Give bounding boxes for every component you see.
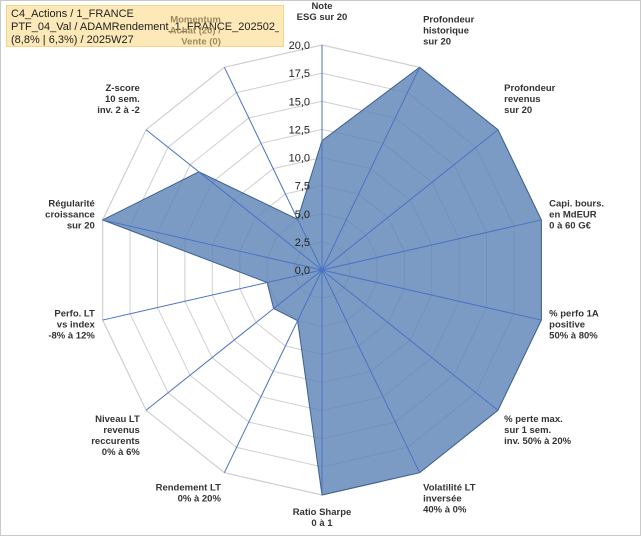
axis-label: Perfo. LT vs index -8% à 12% — [48, 308, 95, 341]
axis-label: Z-score 10 sem. inv. 2 à -2 — [97, 83, 140, 116]
axis-label-line: % perte max. — [504, 414, 563, 425]
axis-label-line: Profondeur — [504, 83, 555, 94]
axis-label: Momentum Achat (20) / Vente (0) — [170, 14, 222, 47]
radar-spokes — [102, 45, 542, 495]
axis-label-line: Capi. bours. — [549, 199, 604, 210]
radar-spoke — [321, 269, 421, 473]
axis-label-line: historique — [423, 25, 469, 36]
radial-tick-label: 2,5 — [295, 237, 310, 249]
axis-label: Ratio Sharpe 0 à 1 — [293, 507, 352, 529]
axis-label-line: Volatilité LT — [423, 483, 476, 494]
axis-label-line: Régularité — [48, 199, 94, 210]
axis-label: Profondeur historique sur 20 — [423, 14, 474, 47]
axis-label-line: inversée — [423, 494, 462, 505]
axis-label-line: 40% à 0% — [423, 505, 467, 516]
axis-label-line: en MdEUR — [549, 210, 597, 221]
axis-label-line: Niveau LT — [95, 414, 140, 425]
radar-spoke — [321, 219, 542, 271]
radar-tick-labels: 0,0 2,5 5,0 7,5 10,0 12,5 15,0 17,5 20,0 — [289, 40, 310, 277]
axis-label-line: % perfo 1A — [549, 308, 599, 319]
axis-label: Régularité croissance sur 20 — [45, 199, 95, 232]
axis-label-line: 0 à 60 G€ — [549, 221, 591, 232]
radar-spoke — [321, 269, 499, 411]
axis-label: Profondeur revenus sur 20 — [504, 83, 555, 116]
axis-label: Capi. bours. en MdEUR 0 à 60 G€ — [549, 199, 604, 232]
axis-label-line: Achat (20) / — [170, 25, 222, 36]
axis-label-line: 0% à 20% — [178, 494, 222, 505]
radial-tick-label: 0,0 — [295, 265, 310, 277]
info-line-2: PTF_04_Val / ADAMRendement_1_FRANCE_2025… — [11, 21, 279, 33]
radar-spoke — [145, 269, 323, 411]
axis-label-line: vs index — [57, 319, 96, 330]
radial-tick-label: 12,5 — [289, 124, 310, 136]
axis-label-line: Rendement LT — [156, 483, 221, 494]
axis-label-line: inv. 50% à 20% — [504, 436, 571, 447]
axis-label-line: ESG sur 20 — [297, 12, 348, 23]
axis-label-line: sur 1 sem. — [504, 425, 551, 436]
axis-label-line: 0% à 6% — [102, 447, 141, 458]
axis-label-line: positive — [549, 319, 585, 330]
axis-label-line: croissance — [45, 210, 95, 221]
info-line-1: C4_Actions / 1_FRANCE — [11, 8, 134, 20]
axis-label-line: Z-score — [106, 83, 140, 94]
radial-tick-label: 20,0 — [289, 40, 310, 52]
radial-tick-label: 5,0 — [295, 209, 310, 221]
radar-spoke — [102, 219, 323, 271]
axis-label-line: 10 sem. — [105, 94, 140, 105]
axis-label-line: reccurents — [91, 436, 140, 447]
axis-label: Note ESG sur 20 — [297, 1, 348, 23]
axis-label-line: Ratio Sharpe — [293, 507, 352, 518]
axis-label-line: sur 20 — [504, 105, 532, 116]
axis-label-line: sur 20 — [423, 36, 451, 47]
radar-spoke — [102, 269, 323, 321]
axis-label: % perfo 1A positive 50% à 80% — [549, 308, 599, 341]
radial-tick-label: 10,0 — [289, 153, 310, 165]
radial-tick-label: 15,0 — [289, 96, 310, 108]
axis-label-line: Note — [311, 1, 332, 12]
axis-label-line: Profondeur — [423, 14, 474, 25]
radar-spoke — [321, 269, 542, 321]
axis-label: Volatilité LT inversée 40% à 0% — [423, 483, 476, 516]
info-line-3: (8,8% | 6,3%) / 2025W27 — [11, 34, 134, 46]
axis-label-line: revenus — [504, 94, 540, 105]
radar-spoke — [321, 67, 421, 271]
radial-tick-label: 7,5 — [295, 181, 310, 193]
axis-label-line: -8% à 12% — [48, 330, 95, 341]
radar-spoke — [321, 129, 499, 271]
axis-label: Niveau LT revenus reccurents 0% à 6% — [91, 414, 140, 458]
radar-axis-labels: Note ESG sur 20 Profondeur historique sur 20… — [45, 1, 604, 529]
portfolio-info-box: C4_Actions / 1_FRANCE PTF_04_Val / ADAMR… — [6, 5, 284, 47]
axis-label-line: Perfo. LT — [54, 308, 95, 319]
radar-spoke — [223, 67, 323, 271]
axis-label-line: Momentum — [170, 14, 221, 25]
axis-label-line: Vente (0) — [181, 36, 221, 47]
axis-label: Rendement LT 0% à 20% — [156, 483, 222, 505]
radial-tick-label: 17,5 — [289, 68, 310, 80]
axis-label: % perte max. sur 1 sem. inv. 50% à 20% — [504, 414, 571, 447]
axis-label-line: inv. 2 à -2 — [97, 105, 140, 116]
axis-label-line: 0 à 1 — [311, 518, 333, 529]
radar-spoke — [223, 269, 323, 473]
radar-spoke — [145, 129, 323, 271]
axis-label-line: sur 20 — [67, 221, 95, 232]
axis-label-line: 50% à 80% — [549, 330, 598, 341]
axis-label-line: revenus — [103, 425, 139, 436]
